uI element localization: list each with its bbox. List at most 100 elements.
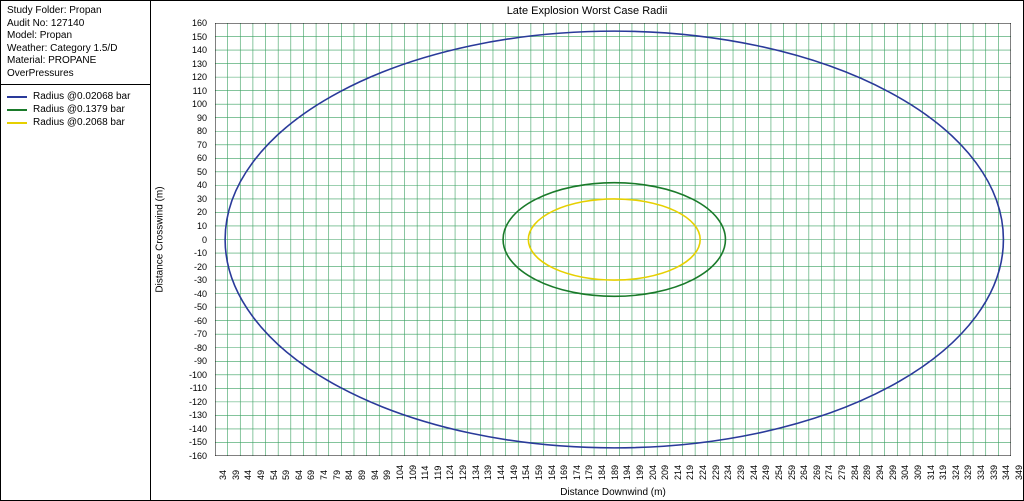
meta-weather: Weather: Category 1.5/D (7, 43, 144, 56)
x-tick-label: 274 (824, 465, 834, 480)
metadata-box: Study Folder: Propan Audit No: 127140 Mo… (1, 1, 150, 85)
meta-value: Category 1.5/D (50, 43, 117, 54)
y-tick-label: -70 (194, 329, 207, 339)
y-tick-label: -110 (190, 383, 207, 393)
y-tick-label: 110 (193, 86, 207, 96)
legend-item: Radius @0.2068 bar (7, 117, 144, 128)
meta-label: Study Folder: (7, 5, 66, 16)
x-tick-label: 144 (496, 465, 506, 480)
x-tick-label: 269 (812, 465, 822, 480)
y-tick-label: -40 (194, 289, 207, 299)
legend-item: Radius @0.1379 bar (7, 104, 144, 115)
x-tick-label: 194 (622, 465, 632, 480)
meta-audit: Audit No: 127140 (7, 18, 144, 31)
x-tick-label: 264 (799, 465, 809, 480)
x-tick-label: 289 (862, 465, 872, 480)
chart-title: Late Explosion Worst Case Radii (151, 5, 1023, 17)
x-tick-label: 54 (269, 470, 279, 480)
x-tick-label: 39 (231, 470, 241, 480)
y-tick-label: 160 (192, 18, 207, 28)
y-tick-label: -150 (189, 437, 207, 447)
meta-model: Model: Propan (7, 30, 144, 43)
x-tick-label: 249 (761, 465, 771, 480)
x-tick-label: 299 (888, 465, 898, 480)
x-tick-label: 34 (218, 470, 228, 480)
x-tick-label: 159 (534, 465, 544, 480)
y-tick-label: -10 (194, 248, 207, 258)
x-tick-label: 279 (837, 465, 847, 480)
x-tick-label: 149 (509, 465, 519, 480)
x-tick-label: 229 (711, 465, 721, 480)
x-tick-label: 324 (951, 465, 961, 480)
x-tick-label: 129 (458, 465, 468, 480)
x-tick-label: 294 (875, 465, 885, 480)
x-tick-label: 234 (723, 465, 733, 480)
x-axis-label: Distance Downwind (m) (215, 487, 1011, 498)
x-tick-label: 319 (938, 465, 948, 480)
x-tick-label: 314 (926, 465, 936, 480)
legend-swatch (7, 122, 27, 124)
x-tick-label: 284 (850, 465, 860, 480)
legend-label: Radius @0.02068 bar (33, 91, 130, 102)
y-tick-label: 40 (197, 180, 207, 190)
x-tick-label: 139 (483, 465, 493, 480)
y-tick-label: 60 (197, 153, 207, 163)
report-frame: Study Folder: Propan Audit No: 127140 Mo… (0, 0, 1024, 501)
y-tick-label: 130 (192, 59, 207, 69)
meta-label: Material: (7, 55, 45, 66)
meta-label: Model: (7, 30, 37, 41)
x-tick-label: 99 (382, 470, 392, 480)
x-tick-label: 114 (420, 466, 430, 480)
y-tick-label: -20 (194, 262, 207, 272)
meta-study-folder: Study Folder: Propan (7, 5, 144, 18)
legend-swatch (7, 96, 27, 98)
x-tick-label: 89 (357, 470, 367, 480)
legend-label: Radius @0.1379 bar (33, 104, 125, 115)
x-tick-label: 189 (610, 465, 620, 480)
x-tick-label: 199 (635, 465, 645, 480)
x-tick-label: 84 (344, 470, 354, 480)
x-tick-label: 164 (547, 465, 557, 480)
y-tick-label: 120 (192, 72, 207, 82)
x-tick-label: 219 (685, 465, 695, 480)
x-tick-label: 239 (736, 465, 746, 480)
y-tick-label: -90 (194, 356, 207, 366)
y-axis-ticks: -160-150-140-130-120-110-100-90-80-70-60… (151, 23, 211, 456)
x-tick-label: 209 (660, 465, 670, 480)
x-tick-label: 119 (433, 466, 443, 480)
plot-svg (215, 23, 1011, 456)
x-tick-label: 304 (900, 465, 910, 480)
x-tick-label: 174 (572, 465, 582, 480)
x-tick-label: 154 (521, 465, 531, 480)
y-tick-label: 20 (197, 207, 207, 217)
x-tick-label: 79 (332, 470, 342, 480)
x-tick-label: 329 (963, 465, 973, 480)
meta-material: Material: PROPANE (7, 55, 144, 68)
meta-value: Propan (69, 5, 101, 16)
x-tick-label: 309 (913, 465, 923, 480)
y-tick-label: 30 (197, 194, 207, 204)
x-tick-label: 59 (281, 470, 291, 480)
y-tick-label: -160 (189, 451, 207, 461)
x-tick-label: 124 (445, 465, 455, 480)
x-tick-label: 184 (597, 465, 607, 480)
x-tick-label: 44 (243, 470, 253, 480)
y-tick-label: -80 (194, 343, 207, 353)
x-tick-label: 179 (584, 465, 594, 480)
x-tick-label: 334 (976, 465, 986, 480)
chart-area: Late Explosion Worst Case Radii Distance… (151, 1, 1023, 500)
y-tick-label: 80 (197, 126, 207, 136)
side-panel: Study Folder: Propan Audit No: 127140 Mo… (1, 1, 151, 500)
x-tick-label: 344 (1001, 465, 1011, 480)
x-tick-label: 339 (989, 465, 999, 480)
x-tick-label: 64 (294, 470, 304, 480)
x-tick-label: 169 (559, 465, 569, 480)
y-tick-label: -100 (189, 370, 207, 380)
legend-swatch (7, 109, 27, 111)
y-tick-label: 150 (192, 32, 207, 42)
meta-value: PROPANE (48, 55, 96, 66)
x-tick-label: 259 (787, 465, 797, 480)
x-tick-label: 94 (370, 470, 380, 480)
plot-wrap (215, 23, 1011, 456)
meta-label: Weather: (7, 43, 47, 54)
